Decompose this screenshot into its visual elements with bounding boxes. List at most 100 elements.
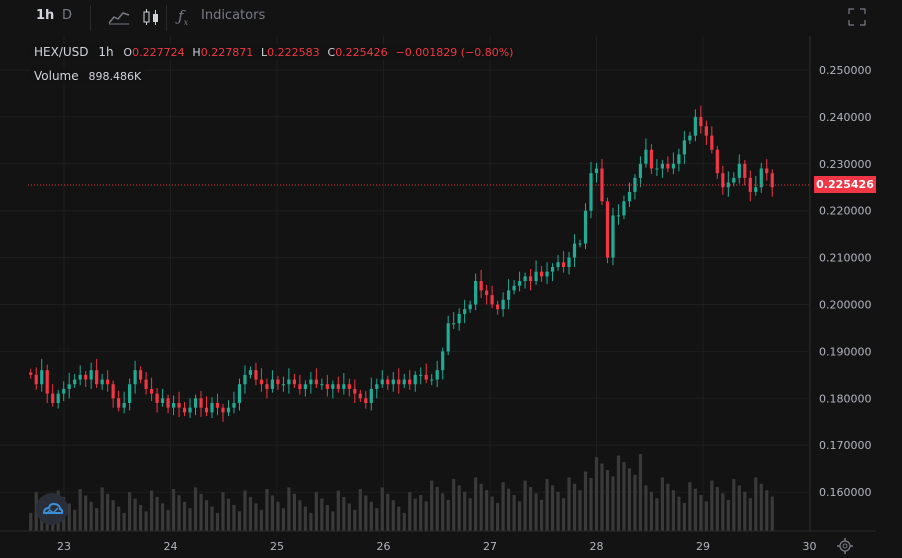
symbol-label[interactable]: HEX/USD (34, 45, 89, 59)
tradingview-logo[interactable] (36, 493, 68, 525)
time-tick-label: 30 (803, 540, 817, 553)
candle-body (523, 276, 527, 282)
candle-body (199, 398, 203, 408)
volume-bar (336, 490, 340, 531)
candle-body (435, 370, 439, 380)
volume-bar (309, 513, 313, 531)
candle-body (144, 379, 148, 389)
candle-body (419, 374, 423, 376)
volume-bar (149, 490, 154, 531)
settings-gear-icon[interactable] (837, 538, 853, 558)
volume-bar (550, 485, 555, 531)
close-value: 0.225426 (335, 46, 388, 59)
volume-bar (111, 500, 115, 531)
volume-bar (737, 485, 741, 531)
candle-body (704, 126, 708, 136)
volume-bar (380, 487, 384, 531)
candle-body (221, 407, 225, 413)
volume-label[interactable]: Volume (34, 69, 79, 83)
change-value: −0.001829 (−0.80%) (395, 46, 514, 59)
interval-1h-button[interactable]: 1h (36, 8, 55, 23)
candle-body (666, 163, 670, 169)
candle-body (616, 215, 621, 217)
volume-bar (193, 487, 198, 531)
volume-bar (106, 493, 110, 531)
candle-body (369, 388, 373, 403)
indicators-button[interactable]: Indicators (201, 8, 266, 23)
volume-bar (710, 480, 714, 531)
price-tick-label: 0.190000 (819, 345, 872, 358)
candle-body (215, 402, 220, 408)
candle-body (84, 374, 88, 380)
candle-body (715, 149, 719, 174)
volume-bar (413, 498, 417, 531)
candle-body (347, 384, 351, 389)
volume-bar (84, 495, 88, 531)
candle-body (243, 374, 247, 385)
candle-body (51, 393, 55, 403)
volume-bar (485, 490, 489, 531)
candle-body (699, 116, 703, 127)
candle-body (248, 370, 253, 375)
volume-bar (204, 500, 209, 531)
volume-bar (770, 496, 774, 531)
volume-bar (627, 468, 632, 531)
volume-bar (743, 491, 747, 531)
volume-bar (347, 503, 351, 531)
chart-style-area-icon[interactable] (108, 9, 130, 29)
volume-bar (430, 480, 434, 531)
volume-bar (270, 495, 275, 531)
interval-d-button[interactable]: D (62, 8, 73, 23)
volume-bar (117, 506, 121, 531)
candle-body (721, 173, 725, 188)
candle-body (40, 370, 44, 385)
candle-body (402, 379, 406, 385)
price-chart[interactable]: 0.250000 0.240000 0.230000 0.220000 0.210000… (0, 36, 902, 557)
volume-bar (732, 479, 736, 531)
candle-body (270, 379, 275, 389)
candle-body (298, 384, 302, 389)
volume-bar (369, 501, 373, 531)
volume-bar (171, 489, 176, 531)
volume-bar (221, 492, 225, 531)
volume-bar (402, 513, 406, 531)
candle-body (490, 295, 494, 305)
low-value: 0.222583 (267, 46, 320, 59)
volume-bar (342, 497, 346, 531)
candle-body (303, 384, 307, 389)
volume-bar (254, 503, 258, 531)
volume-bar (29, 513, 33, 531)
volume-bar (166, 509, 170, 531)
candle-body (397, 379, 401, 385)
candle-body (578, 243, 582, 245)
candle-body (485, 290, 489, 296)
volume-bar (133, 498, 137, 531)
price-tick-label: 0.240000 (819, 111, 872, 124)
candle-body (232, 402, 236, 408)
volume-bar (671, 490, 675, 531)
volume-bar (287, 487, 291, 531)
volume-bar (463, 491, 467, 531)
volume-bar (468, 498, 472, 531)
candle-body (583, 210, 588, 244)
volume-bar (649, 491, 654, 531)
candle-body (655, 168, 659, 170)
volume-bar (726, 499, 730, 531)
volume-bar (441, 493, 445, 531)
volume-bar (100, 487, 104, 531)
candle-body (177, 402, 181, 408)
candle-body (726, 182, 730, 188)
volume-bar (660, 477, 665, 531)
volume-bar (155, 497, 159, 531)
candles-icon[interactable] (142, 8, 160, 30)
volume-bar (226, 498, 231, 531)
fullscreen-icon[interactable] (848, 8, 866, 30)
candle-body (501, 299, 505, 310)
candle-body (155, 393, 159, 403)
price-tick-label: 0.180000 (819, 392, 872, 405)
fx-icon[interactable]: ƒx (178, 7, 189, 27)
volume-bar (715, 487, 719, 531)
volume-bar (160, 503, 165, 531)
volume-bar (605, 470, 610, 531)
volume-bar (281, 508, 286, 531)
